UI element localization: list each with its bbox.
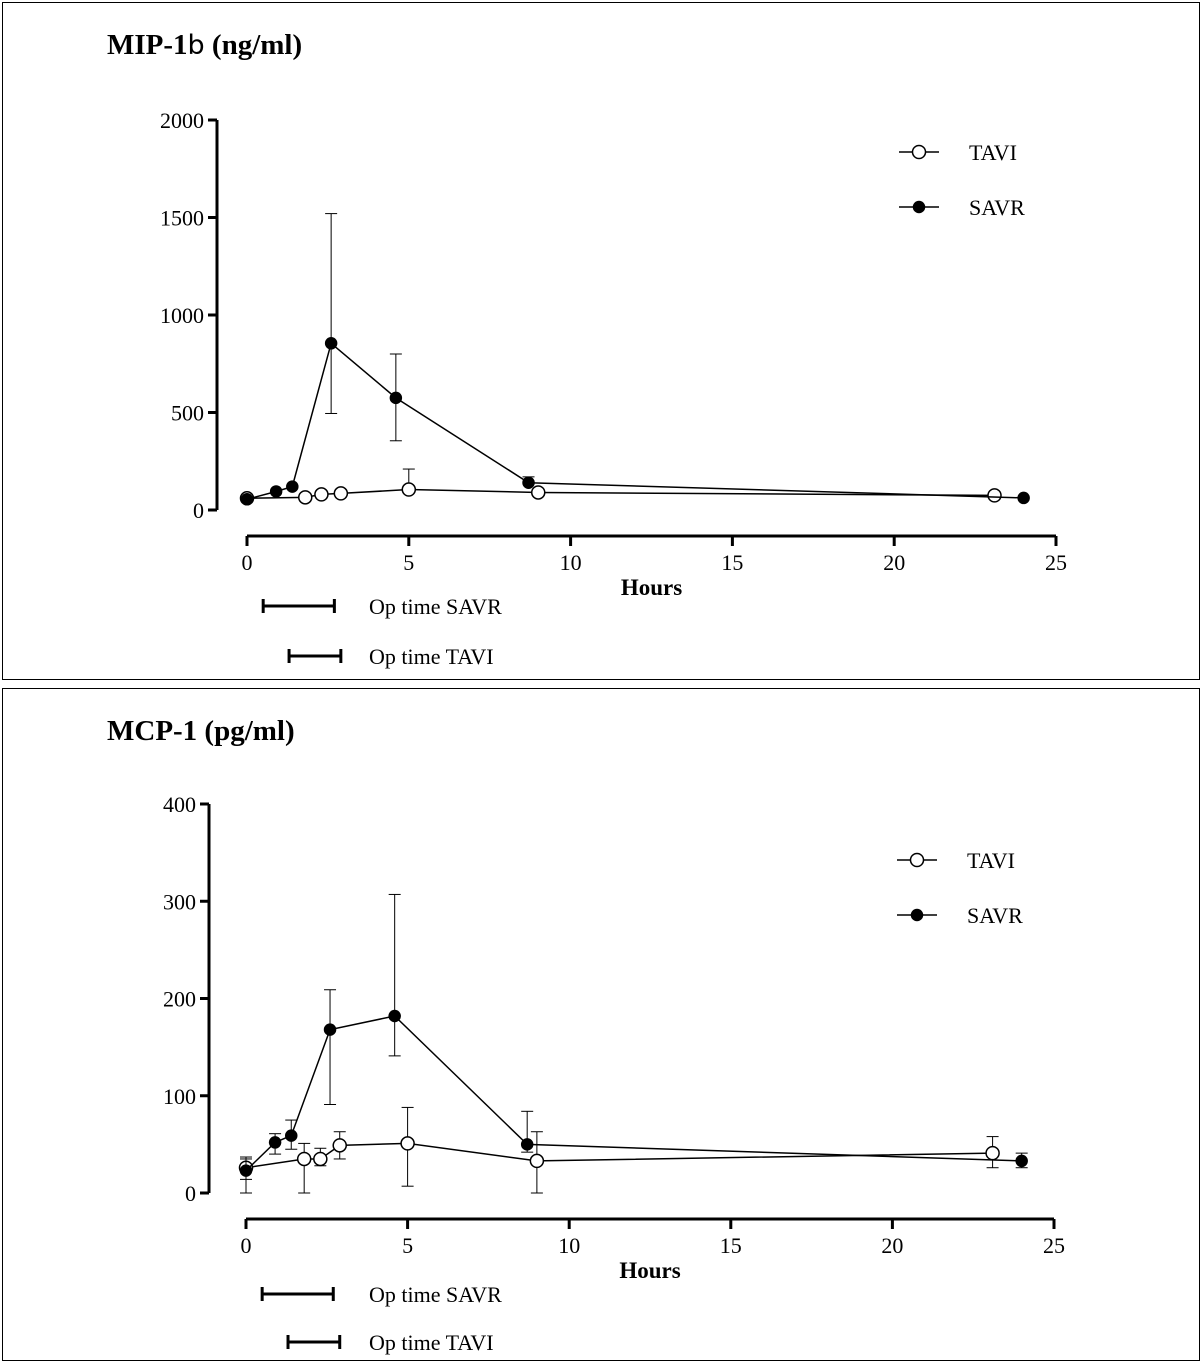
- op-time-label: Op time SAVR: [369, 594, 502, 619]
- data-point-tavi: [332, 1138, 347, 1153]
- y-tick-label: 100: [163, 1084, 196, 1109]
- data-point-tavi: [985, 1145, 1000, 1161]
- data-point-savr: [323, 1023, 337, 1036]
- chart-panel-mcp1: MCP-1 (pg/ml) 0 100 200 300 400 0 5 10 15 20 25 Hou…: [2, 688, 1200, 1361]
- y-tick-label: 500: [171, 401, 204, 426]
- x-axis-title: Hours: [619, 1258, 680, 1283]
- x-tick-label: 15: [721, 550, 743, 575]
- x-tick-label: 25: [1043, 1233, 1065, 1258]
- x-tick-label: 5: [402, 1233, 413, 1258]
- data-point-tavi: [400, 1136, 415, 1151]
- x-tick-label: 10: [558, 1233, 580, 1258]
- data-point-tavi: [987, 488, 1002, 503]
- data-point-savr: [324, 337, 338, 350]
- chart-title-unit: (ng/ml): [211, 29, 303, 61]
- legend-label: SAVR: [969, 195, 1025, 220]
- legend-label: TAVI: [967, 848, 1015, 873]
- series-line-savr: [245, 1015, 1022, 1172]
- y-tick-label: 1000: [160, 303, 204, 328]
- data-point-savr: [520, 1138, 534, 1151]
- legend-marker: [912, 200, 926, 214]
- chart-title-main: MIP-1: [107, 29, 188, 61]
- data-point-tavi: [297, 490, 313, 505]
- x-tick-label: 0: [242, 550, 253, 575]
- chart-title: MCP-1 (pg/ml): [107, 715, 295, 748]
- data-point-savr: [286, 480, 299, 493]
- y-tick-label: 400: [163, 792, 196, 817]
- data-point-tavi: [401, 482, 417, 497]
- data-point-savr: [389, 391, 403, 405]
- y-tick-label: 200: [163, 987, 196, 1012]
- y-tick-label: 0: [185, 1181, 196, 1206]
- x-tick-label: 20: [883, 550, 905, 575]
- legend-marker: [910, 908, 924, 922]
- op-time-label: Op time TAVI: [369, 1330, 494, 1355]
- y-tick-label: 2000: [160, 108, 204, 133]
- data-point-savr: [239, 1164, 253, 1177]
- chart-title: MIP-1b (ng/ml): [107, 29, 302, 62]
- x-tick-label: 25: [1045, 550, 1067, 575]
- y-tick-label: 1500: [160, 206, 204, 231]
- x-tick-label: 10: [560, 550, 582, 575]
- data-point-tavi: [529, 1153, 545, 1169]
- data-point-tavi: [530, 485, 546, 500]
- chart-title-greek: b: [187, 30, 205, 61]
- data-point-savr: [269, 485, 283, 498]
- chart-svg: 0 500 1000 1500 2000 0 5 10 15 20 25 Hours TAVI SAVR O…: [160, 108, 1067, 669]
- data-point-savr: [284, 1129, 298, 1142]
- chart-panel-mip1b: MIP-1b (ng/ml) 0 500 1000 1500 2000 0 5 10 15 20 2…: [2, 2, 1200, 680]
- legend-label: SAVR: [967, 903, 1023, 928]
- x-axis-title: Hours: [621, 575, 682, 600]
- data-point-savr: [268, 1136, 282, 1149]
- data-point-savr: [522, 476, 535, 489]
- op-time-label: Op time TAVI: [369, 644, 494, 669]
- data-point-savr: [388, 1009, 401, 1023]
- x-tick-label: 15: [720, 1233, 742, 1258]
- x-tick-label: 20: [881, 1233, 903, 1258]
- data-point-savr: [240, 493, 254, 506]
- data-point-tavi: [313, 1151, 328, 1167]
- chart-svg: 0 100 200 300 400 0 5 10 15 20 25 Hours TAVI SAVR Op t…: [163, 792, 1065, 1355]
- x-tick-label: 0: [241, 1233, 252, 1258]
- chart-title-main: MCP-1 (pg/ml): [107, 715, 295, 747]
- data-point-tavi: [296, 1151, 312, 1167]
- op-time-label: Op time SAVR: [369, 1282, 502, 1307]
- series-line-savr: [246, 341, 1024, 500]
- legend-label: TAVI: [969, 140, 1017, 165]
- data-point-tavi: [314, 487, 329, 502]
- y-tick-label: 300: [163, 889, 196, 914]
- legend-marker: [909, 852, 925, 868]
- y-tick-label: 0: [193, 498, 204, 523]
- data-point-savr: [1015, 1154, 1028, 1168]
- data-point-tavi: [333, 486, 349, 501]
- data-point-savr: [1017, 491, 1030, 505]
- legend-marker: [911, 144, 927, 160]
- x-tick-label: 5: [403, 550, 414, 575]
